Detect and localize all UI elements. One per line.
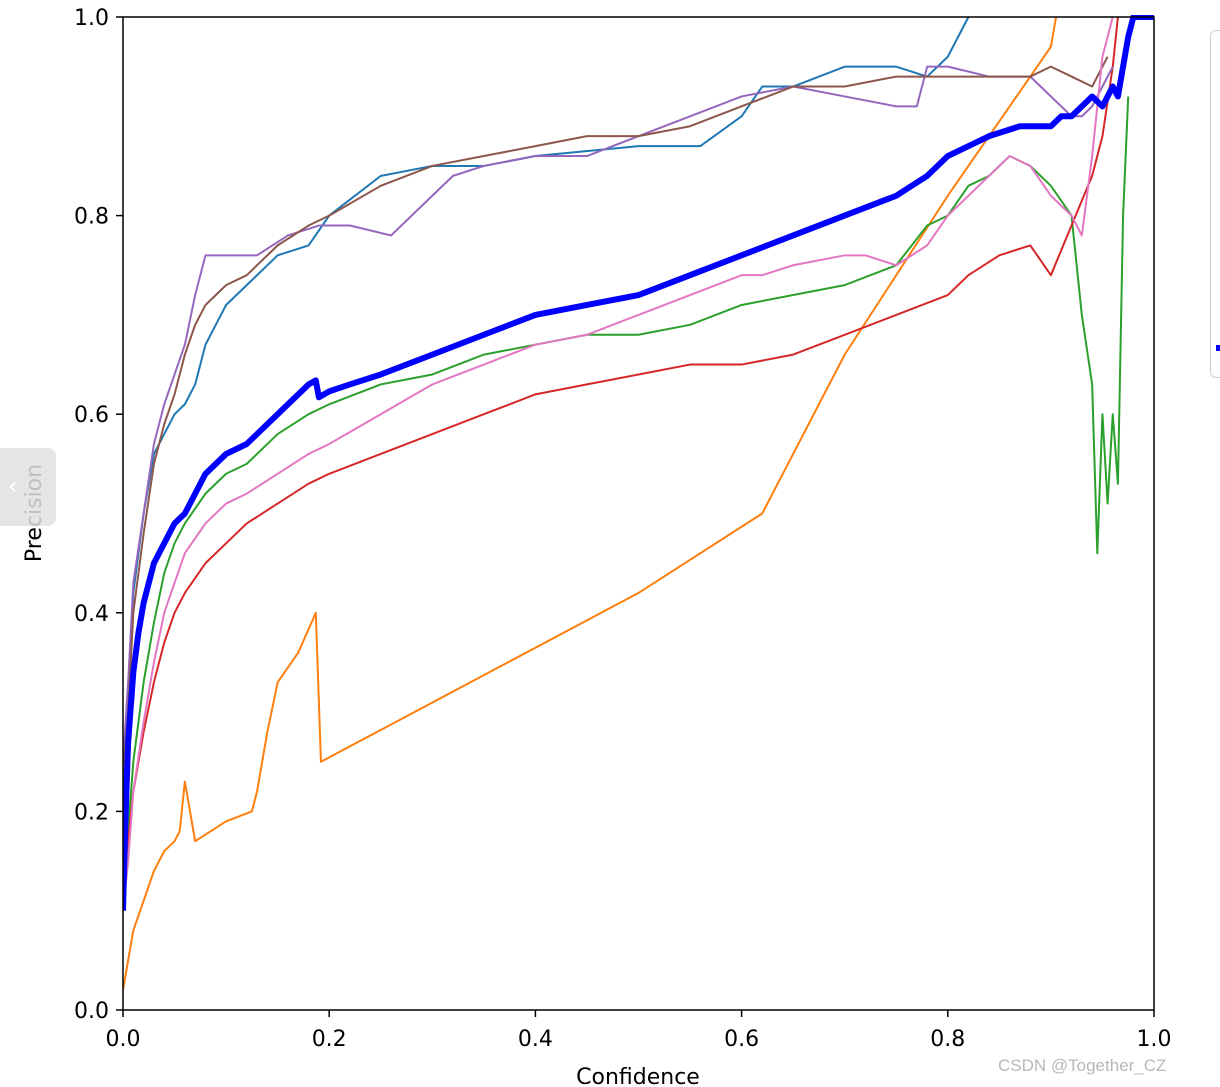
x-tick-label: 0.6 xyxy=(724,1027,759,1052)
series-line-3 xyxy=(123,16,1119,891)
watermark-text: CSDN @Together_CZ xyxy=(998,1056,1167,1075)
y-tick-label: 0.2 xyxy=(74,800,109,825)
y-tick-label: 1.0 xyxy=(74,6,109,31)
y-tick-label: 0.8 xyxy=(74,205,109,230)
y-tick-label: 0.0 xyxy=(74,999,109,1024)
x-tick-label: 0.8 xyxy=(930,1027,965,1052)
series-line-5 xyxy=(123,56,1109,772)
series-line-7 xyxy=(123,15,1154,911)
x-tick-label: 0.2 xyxy=(312,1027,347,1052)
y-tick-label: 0.6 xyxy=(74,403,109,428)
x-tick-label: 1.0 xyxy=(1137,1027,1172,1052)
legend-box xyxy=(1210,30,1220,378)
series-line-1 xyxy=(123,16,1058,991)
x-axis-label: Confidence xyxy=(576,1065,700,1087)
x-tick-label: 0.0 xyxy=(106,1027,141,1052)
y-tick-label: 0.4 xyxy=(74,602,109,627)
series-line-6 xyxy=(123,16,1114,911)
series-line-0 xyxy=(123,16,970,792)
ticks-layer: 0.0 0.2 0.4 0.6 0.8 1.0 0.0 0.2 0.4 0.6 0.8 1.0 xyxy=(74,6,1172,1052)
x-tick-label: 0.4 xyxy=(518,1027,553,1052)
series-line-4 xyxy=(123,65,1114,762)
series-layer xyxy=(123,15,1154,991)
plot-frame xyxy=(122,16,1155,1011)
collapse-sidebar-button[interactable]: ‹ xyxy=(0,448,56,526)
series-line-2 xyxy=(123,96,1130,891)
chevron-left-icon: ‹ xyxy=(8,472,18,500)
legend-swatch-all-classes xyxy=(1216,345,1220,351)
